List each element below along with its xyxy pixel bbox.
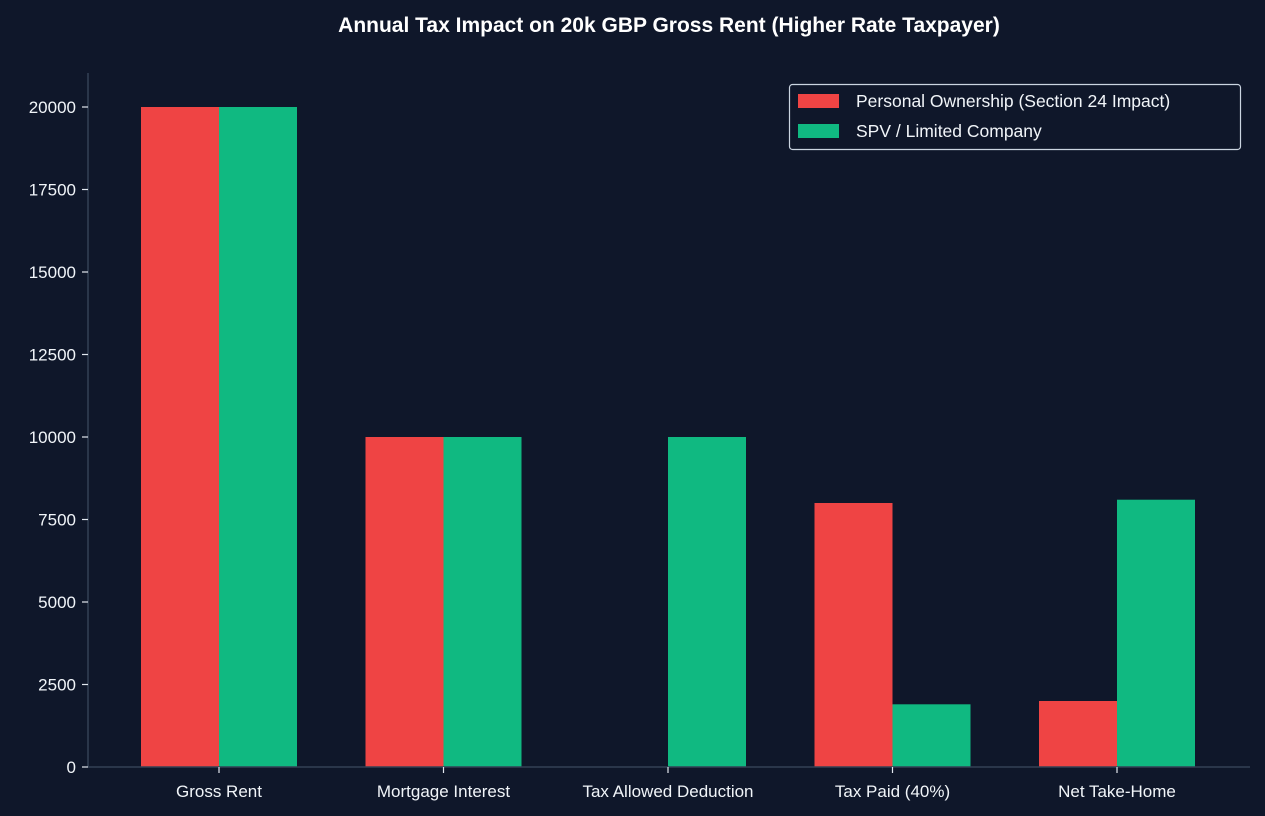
- legend-swatch-spv: [798, 124, 839, 138]
- legend-swatch-personal: [798, 94, 839, 108]
- legend-box: [788, 83, 1242, 151]
- bar-spv-2: [668, 437, 746, 767]
- y-tick-label: 5000: [38, 593, 76, 612]
- chart-title: Annual Tax Impact on 20k GBP Gross Rent …: [338, 14, 1000, 37]
- legend: Personal Ownership (Section 24 Impact) SP…: [788, 83, 1242, 151]
- x-tick-label: Mortgage Interest: [377, 782, 511, 801]
- y-tick-label: 7500: [38, 511, 76, 530]
- bar-personal-3: [814, 503, 893, 767]
- x-axis-ticks: Gross Rent Mortgage Interest Tax Allowed D…: [176, 767, 1176, 801]
- y-tick-label: 0: [67, 758, 76, 777]
- bar-spv-4: [1117, 499, 1195, 767]
- bar-personal-4: [1039, 701, 1117, 767]
- y-tick-label: 20000: [29, 98, 76, 117]
- x-tick-label: Gross Rent: [176, 782, 262, 801]
- y-tick-label: 2500: [38, 676, 76, 695]
- bar-personal-1: [365, 437, 444, 767]
- bar-spv-0: [219, 107, 297, 767]
- bar-spv-1: [443, 437, 522, 767]
- bar-personal-0: [141, 107, 219, 767]
- bars-layer: [141, 107, 1195, 767]
- bar-spv-3: [892, 704, 971, 767]
- y-tick-label: 12500: [29, 346, 76, 365]
- y-tick-label: 10000: [29, 428, 76, 447]
- legend-label-personal: Personal Ownership (Section 24 Impact): [856, 91, 1170, 111]
- x-tick-label: Net Take-Home: [1058, 782, 1176, 801]
- x-tick-label: Tax Allowed Deduction: [582, 782, 753, 801]
- y-tick-label: 15000: [29, 263, 76, 282]
- y-axis-ticks: 0 2500 5000 7500 10000 12500 15000 17500 20000: [29, 98, 88, 777]
- x-tick-label: Tax Paid (40%): [835, 782, 950, 801]
- y-tick-label: 17500: [29, 181, 76, 200]
- legend-label-spv: SPV / Limited Company: [856, 121, 1042, 141]
